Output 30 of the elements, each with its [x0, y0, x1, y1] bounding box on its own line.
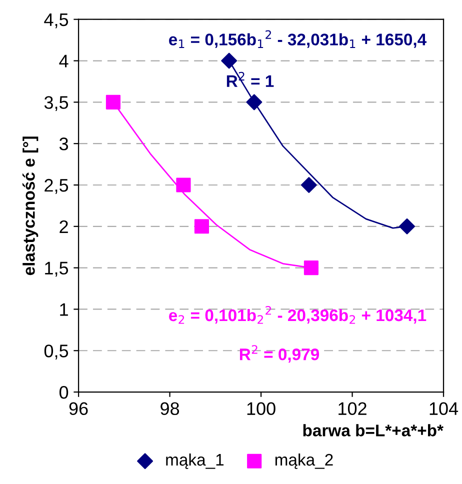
y-tick-label: 1: [60, 303, 68, 316]
legend-label: mąka_2: [275, 453, 333, 469]
legend-label: mąka_1: [166, 453, 224, 469]
x-axis-title: barwa b=L*+a*+b*: [303, 424, 444, 436]
point: [176, 178, 191, 192]
x-tick-label: 98: [160, 402, 180, 416]
point: [300, 177, 317, 193]
y-tick-label: 1,5: [45, 262, 68, 277]
y-tick-label: 4: [59, 54, 68, 68]
point: [221, 52, 238, 69]
annotation: R$^{2}$ = 0,979: [240, 345, 320, 363]
x-tick-label: 100: [247, 402, 276, 416]
annotation: e$_{2}$ = 0,101b$_{2}$$^{2}$ - 20,396b$_{2}$ + 1034,1: [169, 306, 426, 324]
y-tick-label: 3,5: [44, 96, 68, 112]
y-tick-label: 3: [59, 138, 68, 150]
y-tick-label: 0,5: [44, 344, 68, 360]
x-tick-label: 102: [338, 402, 366, 416]
x-tick-label: 104: [430, 402, 458, 416]
point: [106, 94, 120, 110]
point: [194, 219, 210, 234]
x-tick-label: 96: [69, 402, 88, 416]
y-tick-label: 4,5: [44, 13, 68, 28]
point: [304, 260, 318, 276]
y-tick-label: 2: [60, 220, 68, 233]
point: [246, 94, 262, 110]
point: [399, 218, 415, 234]
y-tick-label: 2,5: [44, 178, 68, 194]
y-tick-label: 0: [59, 386, 68, 399]
y-axis-title: elastyczność e [°]: [22, 136, 38, 276]
annotation: e$_{1}$ = 0,156b$_{1}$$^{2}$ - 32,031b$_{1}$ + 1650,4: [169, 30, 427, 48]
